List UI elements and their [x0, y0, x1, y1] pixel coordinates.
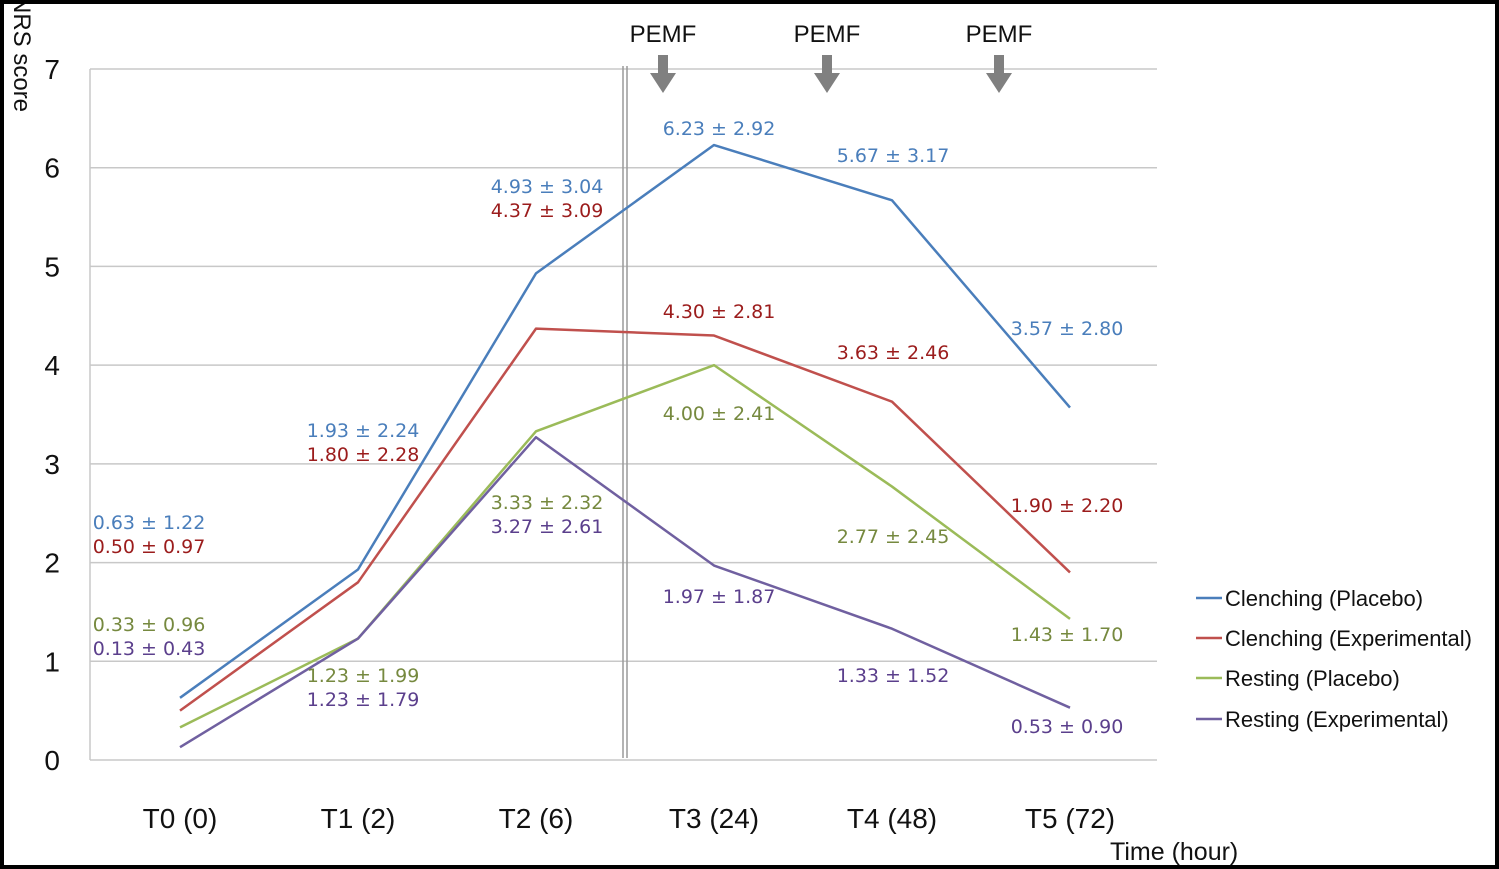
y-tick-labels: 0 1 2 3 4 5 6 7: [44, 54, 60, 776]
legend: Clenching (Placebo) Clenching (Experiment…: [1196, 586, 1472, 732]
data-label-s1-p2: 4.37 ± 3.09: [491, 200, 604, 222]
data-label-s1-p3: 4.30 ± 2.81: [663, 301, 776, 323]
y-tick-7: 7: [44, 54, 60, 85]
data-label-s1-p5: 1.90 ± 2.20: [1011, 495, 1124, 517]
x-tick-0: T0 (0): [143, 803, 218, 834]
y-tick-1: 1: [44, 646, 60, 677]
data-label-s0-p5: 3.57 ± 2.80: [1011, 318, 1124, 340]
legend-label-0: Clenching (Placebo): [1225, 586, 1423, 611]
data-label-s3-p5: 0.53 ± 0.90: [1011, 716, 1124, 738]
pemf-label-2: PEMF: [966, 21, 1033, 48]
y-tick-5: 5: [44, 251, 60, 282]
pemf-label-0: PEMF: [630, 21, 697, 48]
series-line-1: [179, 327, 1071, 712]
data-label-s3-p1: 1.23 ± 1.79: [307, 689, 420, 711]
data-label-s0-p0: 0.63 ± 1.22: [93, 512, 206, 534]
data-label-s3-p3: 1.97 ± 1.87: [663, 586, 776, 608]
data-label-s2-p4: 2.77 ± 2.45: [837, 526, 950, 548]
x-tick-5: T5 (72): [1025, 803, 1115, 834]
data-label-s0-p1: 1.93 ± 2.24: [307, 420, 420, 442]
data-label-s2-p2: 3.33 ± 2.32: [491, 492, 604, 514]
data-label-s3-p2: 3.27 ± 2.61: [491, 516, 604, 538]
data-label-s2-p5: 1.43 ± 1.70: [1011, 624, 1124, 646]
series-lines: [179, 143, 1071, 749]
data-label-s3-p0: 0.13 ± 0.43: [93, 638, 206, 660]
pemf-label-1: PEMF: [794, 21, 861, 48]
series-line-0: [179, 143, 1071, 699]
data-label-s0-p2: 4.93 ± 3.04: [491, 176, 604, 198]
pemf-arrow-icon-0: [650, 55, 676, 93]
y-axis-label: NRS score: [8, 4, 35, 112]
x-axis-label: Time (hour): [1110, 838, 1238, 865]
series-line-2: [179, 363, 1071, 729]
x-tick-1: T1 (2): [321, 803, 396, 834]
legend-label-3: Resting (Experimental): [1225, 707, 1449, 732]
data-label-s2-p0: 0.33 ± 0.96: [93, 614, 206, 636]
y-tick-0: 0: [44, 745, 60, 776]
legend-label-1: Clenching (Experimental): [1225, 626, 1472, 651]
x-tick-4: T4 (48): [847, 803, 937, 834]
line-chart: 0 1 2 3 4 5 6 7 T0 (0) T1 (2) T2 (6) T3 (24) T4 (48…: [8, 4, 1472, 865]
y-tick-6: 6: [44, 153, 60, 184]
y-tick-4: 4: [44, 350, 60, 381]
y-tick-3: 3: [44, 449, 60, 480]
legend-label-2: Resting (Placebo): [1225, 666, 1400, 691]
data-label-s0-p3: 6.23 ± 2.92: [663, 118, 776, 140]
data-labels: 0.63 ± 1.22 1.93 ± 2.24 4.93 ± 3.04 6.23 ± …: [93, 118, 1124, 738]
series-line-3: [179, 435, 1071, 749]
data-label-s2-p1: 1.23 ± 1.99: [307, 665, 420, 687]
x-tick-2: T2 (6): [499, 803, 574, 834]
data-label-s1-p1: 1.80 ± 2.28: [307, 444, 420, 466]
pemf-annotations: PEMF PEMF PEMF: [630, 21, 1033, 93]
y-tick-2: 2: [44, 548, 60, 579]
pemf-arrow-icon-2: [986, 55, 1012, 93]
data-label-s1-p0: 0.50 ± 0.97: [93, 536, 206, 558]
data-label-s1-p4: 3.63 ± 2.46: [837, 342, 950, 364]
x-tick-3: T3 (24): [669, 803, 759, 834]
pemf-arrow-icon-1: [814, 55, 840, 93]
x-tick-labels: T0 (0) T1 (2) T2 (6) T3 (24) T4 (48) T5 (72): [143, 803, 1115, 834]
data-label-s2-p3: 4.00 ± 2.41: [663, 403, 776, 425]
data-label-s3-p4: 1.33 ± 1.52: [837, 665, 950, 687]
data-label-s0-p4: 5.67 ± 3.17: [837, 145, 950, 167]
